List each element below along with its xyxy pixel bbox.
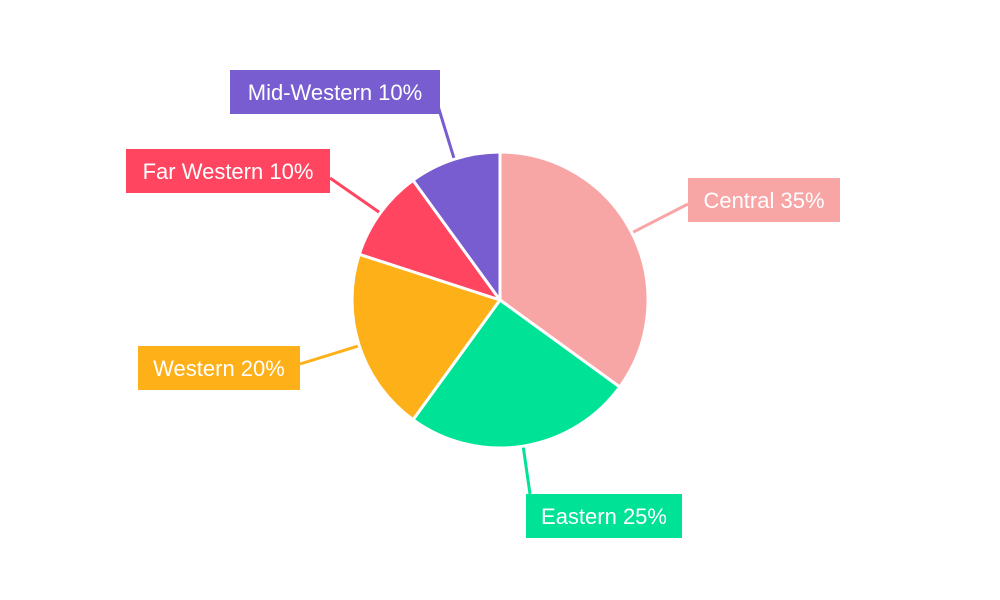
leader-lines <box>299 105 689 495</box>
slice-label-mid-western: Mid-Western 10% <box>230 70 440 114</box>
leader-line-eastern <box>521 445 532 495</box>
slice-label-text: Central 35% <box>703 188 824 213</box>
leader-line-mid-western <box>436 105 456 160</box>
slice-label-box <box>526 494 682 538</box>
pie-slices <box>350 150 650 450</box>
slice-label-western: Western 20% <box>138 346 300 390</box>
leader-line-western <box>299 344 360 366</box>
pie-slice-mid-western[interactable] <box>411 150 502 302</box>
slice-label-text: Far Western 10% <box>143 159 314 184</box>
slice-label-text: Western 20% <box>153 356 285 381</box>
slice-label-box <box>138 346 300 390</box>
pie-slice-western[interactable] <box>350 252 502 422</box>
leader-line-far-western <box>329 176 382 215</box>
pie-slice-far-western[interactable] <box>357 178 502 302</box>
slice-label-far-western: Far Western 10% <box>126 149 330 193</box>
slice-label-text: Eastern 25% <box>541 504 667 529</box>
slice-label-box <box>126 149 330 193</box>
slice-label-eastern: Eastern 25% <box>526 494 682 538</box>
pie-slice-eastern[interactable] <box>411 298 622 450</box>
leader-line-central <box>631 202 689 235</box>
slice-labels: Central 35% Eastern 25% Western 20% Far Wes… <box>126 70 840 538</box>
pie-slice-central[interactable] <box>498 150 650 389</box>
slice-label-central: Central 35% <box>688 178 840 222</box>
slice-label-box <box>688 178 840 222</box>
slice-label-box <box>230 70 440 114</box>
slice-label-text: Mid-Western 10% <box>248 80 422 105</box>
